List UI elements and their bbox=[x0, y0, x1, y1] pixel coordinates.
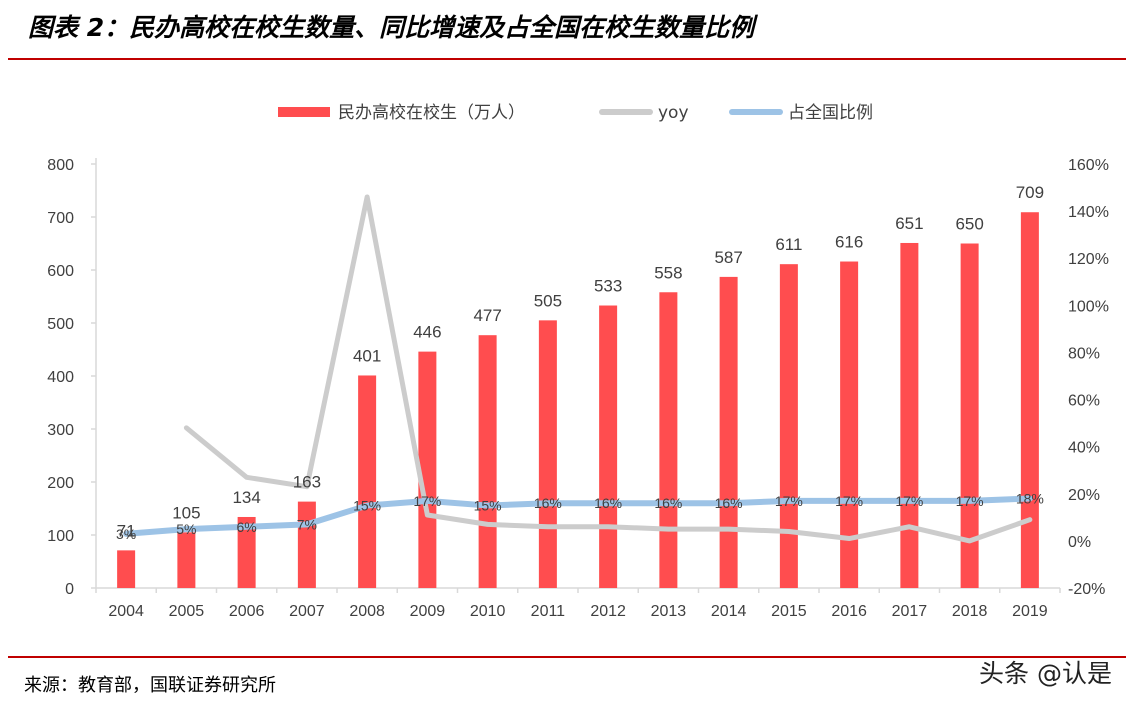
bar bbox=[900, 242, 919, 588]
bar bbox=[237, 516, 256, 588]
bar-value-label: 105 bbox=[172, 503, 200, 522]
y-right-tick-label: 40% bbox=[1068, 440, 1100, 457]
bar-value-label: 134 bbox=[232, 488, 260, 507]
bar bbox=[358, 375, 377, 588]
ratio-value-label: 3% bbox=[116, 526, 136, 542]
bar bbox=[599, 305, 618, 588]
ratio-value-label: 18% bbox=[1016, 490, 1044, 506]
legend: 民办高校在校生（万人） yoy 占全国比例 bbox=[278, 103, 873, 123]
y-left-tick-label: 300 bbox=[47, 422, 74, 439]
x-tick-label: 2011 bbox=[531, 603, 566, 620]
bar-value-label: 505 bbox=[534, 291, 562, 310]
y-left-tick-label: 100 bbox=[47, 528, 74, 545]
ratio-value-label: 17% bbox=[895, 493, 923, 509]
x-tick-label: 2009 bbox=[410, 603, 446, 620]
watermark: 头条 @认是 bbox=[979, 659, 1112, 688]
legend-label: 民办高校在校生（万人） bbox=[338, 103, 525, 123]
ratio-value-label: 16% bbox=[534, 495, 562, 511]
bar-value-label: 477 bbox=[473, 306, 501, 325]
y-left-tick-label: 600 bbox=[47, 263, 74, 280]
bar bbox=[840, 261, 859, 588]
bar-value-label: 446 bbox=[413, 323, 441, 342]
y-right-tick-label: 20% bbox=[1068, 487, 1100, 504]
bar-value-label: 558 bbox=[654, 263, 682, 282]
bar-value-label: 611 bbox=[775, 235, 802, 254]
bar bbox=[117, 550, 136, 588]
bar-value-label: 709 bbox=[1016, 183, 1044, 202]
data-labels: 71 105 134 163 401 446 477 505 533 558 587 611 616 65… bbox=[116, 183, 1044, 542]
ratio-value-label: 7% bbox=[297, 516, 317, 532]
bar bbox=[478, 335, 497, 588]
ratio-value-label: 15% bbox=[474, 498, 502, 514]
x-tick-label: 2008 bbox=[349, 603, 385, 620]
x-tick-label: 2016 bbox=[831, 603, 867, 620]
x-tick-label: 2007 bbox=[289, 603, 325, 620]
x-tick-label: 2013 bbox=[651, 603, 687, 620]
ratio-value-label: 16% bbox=[654, 495, 682, 511]
y-left-tick-label: 200 bbox=[47, 475, 74, 492]
y-right-tick-label: -20% bbox=[1068, 581, 1105, 598]
x-tick-label: 2019 bbox=[1012, 603, 1048, 620]
ratio-value-label: 17% bbox=[413, 493, 441, 509]
y-right-tick-label: 120% bbox=[1068, 251, 1109, 268]
bar bbox=[659, 292, 678, 588]
ratio-line bbox=[123, 495, 1033, 537]
y-left-tick-label: 500 bbox=[47, 316, 74, 333]
bar-value-label: 651 bbox=[895, 214, 923, 233]
bar bbox=[1020, 212, 1039, 589]
y-left-tick-label: 0 bbox=[65, 581, 74, 598]
bar-value-label: 533 bbox=[594, 277, 622, 296]
ratio-value-label: 16% bbox=[715, 495, 743, 511]
x-tick-label: 2010 bbox=[470, 603, 506, 620]
y-right-tick-label: 160% bbox=[1068, 157, 1109, 174]
ratio-value-label: 5% bbox=[176, 521, 196, 537]
bar bbox=[297, 501, 316, 588]
y-left-tick-label: 400 bbox=[47, 369, 74, 386]
bar bbox=[779, 264, 798, 588]
axes: 0 100 200 300 400 500 600 700 800 -20% 0% 20% 40% 60%… bbox=[47, 157, 1109, 620]
x-tick-label: 2014 bbox=[711, 603, 747, 620]
y-left-tick-label: 800 bbox=[47, 157, 74, 174]
x-tick-label: 2018 bbox=[952, 603, 988, 620]
x-tick-label: 2017 bbox=[892, 603, 928, 620]
yoy-line bbox=[183, 194, 1033, 544]
bar-value-label: 650 bbox=[955, 215, 983, 234]
x-tick-label: 2012 bbox=[590, 603, 626, 620]
x-tick-label: 2006 bbox=[229, 603, 265, 620]
top-rule bbox=[8, 58, 1126, 60]
x-tick-label: 2005 bbox=[169, 603, 205, 620]
y-right-tick-label: 80% bbox=[1068, 345, 1100, 362]
bottom-rule bbox=[8, 656, 1126, 658]
figure-title: 图表 2：民办高校在校生数量、同比增速及占全国在校生数量比例 bbox=[28, 13, 755, 42]
y-right-tick-label: 100% bbox=[1068, 298, 1109, 315]
y-left-tick-label: 700 bbox=[47, 210, 74, 227]
bar bbox=[538, 320, 557, 588]
ratio-value-label: 17% bbox=[835, 493, 863, 509]
bar-value-label: 163 bbox=[293, 473, 321, 492]
bar-value-label: 71 bbox=[117, 521, 136, 540]
ratio-value-label: 16% bbox=[594, 495, 622, 511]
x-tick-label: 2004 bbox=[108, 603, 144, 620]
bar bbox=[719, 276, 738, 588]
legend-label: yoy bbox=[658, 103, 689, 123]
bar-value-label: 587 bbox=[714, 248, 742, 267]
ratio-value-label: 17% bbox=[956, 493, 984, 509]
ratio-value-label: 17% bbox=[775, 493, 803, 509]
bar-value-label: 616 bbox=[835, 233, 863, 252]
x-tick-label: 2015 bbox=[771, 603, 807, 620]
source-note: 来源：教育部，国联证券研究所 bbox=[24, 675, 276, 696]
lines bbox=[123, 194, 1033, 544]
ratio-value-label: 6% bbox=[237, 519, 257, 535]
legend-swatch bbox=[278, 107, 330, 117]
bar bbox=[418, 351, 437, 588]
ratio-value-label: 15% bbox=[353, 498, 381, 514]
y-right-tick-label: 0% bbox=[1068, 534, 1091, 551]
y-right-tick-label: 60% bbox=[1068, 393, 1100, 410]
bar bbox=[177, 532, 196, 588]
y-right-tick-label: 140% bbox=[1068, 204, 1109, 221]
legend-label: 占全国比例 bbox=[788, 103, 873, 123]
bar-value-label: 401 bbox=[353, 346, 381, 365]
